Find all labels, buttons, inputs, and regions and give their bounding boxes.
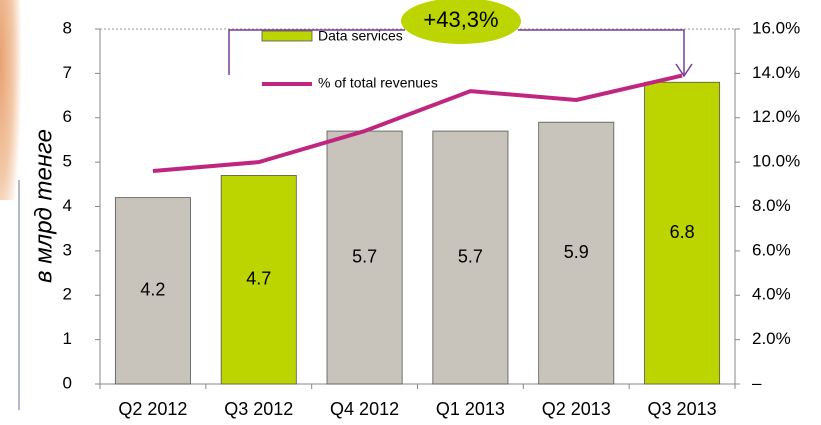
y2-tick-label: 2.0%: [752, 329, 791, 348]
y2-tick-label: 6.0%: [752, 240, 791, 259]
y2-tick-label: 4.0%: [752, 285, 791, 304]
bar: [114, 197, 191, 385]
bar-value-label: 5.7: [458, 246, 483, 266]
x-tick-label: Q3 2012: [224, 399, 293, 419]
y2-tick-label: 10.0%: [752, 152, 800, 171]
y-tick-label: 6: [63, 107, 72, 126]
bar: [326, 130, 403, 385]
y-tick-label: 5: [63, 152, 72, 171]
x-tick-label: Q2 2013: [542, 399, 611, 419]
y-tick-label: 0: [63, 373, 72, 392]
bar: [538, 121, 615, 385]
y-tick-label: 4: [63, 196, 72, 215]
bar-value-label: 5.9: [564, 242, 589, 262]
photo-fragment: [0, 0, 22, 200]
bar: [432, 130, 509, 385]
bar-value-label: 5.7: [352, 246, 377, 266]
y-tick-label: 2: [63, 285, 72, 304]
x-tick-label: Q2 2012: [118, 399, 187, 419]
y2-tick-label: 14.0%: [752, 63, 800, 82]
y2-tick-label: –: [752, 373, 762, 392]
y-tick-label: 1: [63, 329, 72, 348]
bar-value-label: 6.8: [670, 222, 695, 242]
bar: [644, 81, 721, 385]
bracket: [228, 29, 685, 75]
annotation: +43,3%: [423, 7, 498, 32]
y2-tick-label: 16.0%: [752, 18, 800, 37]
y2-tick-label: 8.0%: [752, 196, 791, 215]
legend-label: % of total revenues: [318, 75, 438, 91]
y-axis-label: в млрд тенге: [30, 129, 57, 283]
x-tick-label: Q4 2012: [330, 399, 399, 419]
y-tick-label: 3: [63, 240, 72, 259]
y2-tick-label: 12.0%: [752, 107, 800, 126]
x-tick-label: Q1 2013: [436, 399, 505, 419]
x-tick-label: Q3 2013: [648, 399, 717, 419]
legend-swatch: [261, 30, 313, 42]
annotation-bubble: [401, 0, 521, 44]
bar-value-label: 4.2: [140, 280, 165, 300]
y-tick-label: 7: [63, 63, 72, 82]
line: [152, 73, 683, 173]
bar: [220, 175, 297, 385]
arrow-head: [675, 63, 693, 78]
bar-value-label: 4.7: [246, 268, 271, 288]
legend-label: Data services: [318, 28, 403, 44]
y-tick-label: 8: [63, 18, 72, 37]
